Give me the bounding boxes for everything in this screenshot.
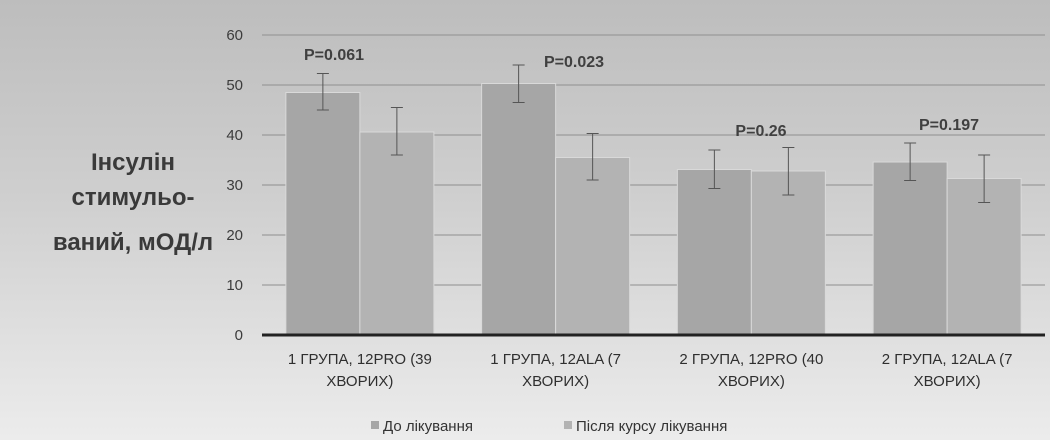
x-tick-label: 1 ГРУПА, 12PRO (39	[288, 351, 432, 368]
p-value-annotation: P=0.061	[304, 47, 364, 64]
bar	[285, 92, 361, 336]
bar	[481, 83, 557, 336]
y-tick-label: 30	[226, 177, 243, 194]
y-tick-label: 10	[226, 277, 243, 294]
bar	[750, 170, 826, 336]
y-axis-title-line: Інсулін	[91, 149, 175, 176]
y-tick-label: 50	[226, 77, 243, 94]
legend-label: До лікування	[383, 418, 473, 435]
legend-label: Після курсу лікування	[576, 418, 727, 435]
x-tick-label: 2 ГРУПА, 12ALA (7	[882, 351, 1013, 368]
x-tick-label: ХВОРИХ)	[326, 373, 393, 390]
y-tick-label: 0	[235, 327, 243, 344]
legend-swatch	[371, 421, 379, 429]
y-axis-title-line: ваний, мОД/л	[53, 229, 213, 256]
bar	[555, 157, 631, 336]
x-tick-label: 2 ГРУПА, 12PRO (40	[679, 351, 823, 368]
y-axis-title-line: стимульо-	[72, 184, 195, 211]
p-value-annotation: P=0.197	[919, 117, 979, 134]
y-tick-label: 20	[226, 227, 243, 244]
p-value-annotation: P=0.023	[544, 54, 604, 71]
bar	[946, 178, 1022, 336]
bar	[359, 131, 435, 336]
legend-swatch	[564, 421, 572, 429]
bar	[676, 169, 752, 336]
x-tick-label: ХВОРИХ)	[718, 373, 785, 390]
x-tick-label: ХВОРИХ)	[914, 373, 981, 390]
x-tick-label: ХВОРИХ)	[522, 373, 589, 390]
p-value-annotation: P=0.26	[735, 123, 786, 140]
x-tick-label: 1 ГРУПА, 12ALA (7	[490, 351, 621, 368]
bar	[872, 161, 948, 336]
y-tick-label: 60	[226, 27, 243, 44]
y-tick-label: 40	[226, 127, 243, 144]
